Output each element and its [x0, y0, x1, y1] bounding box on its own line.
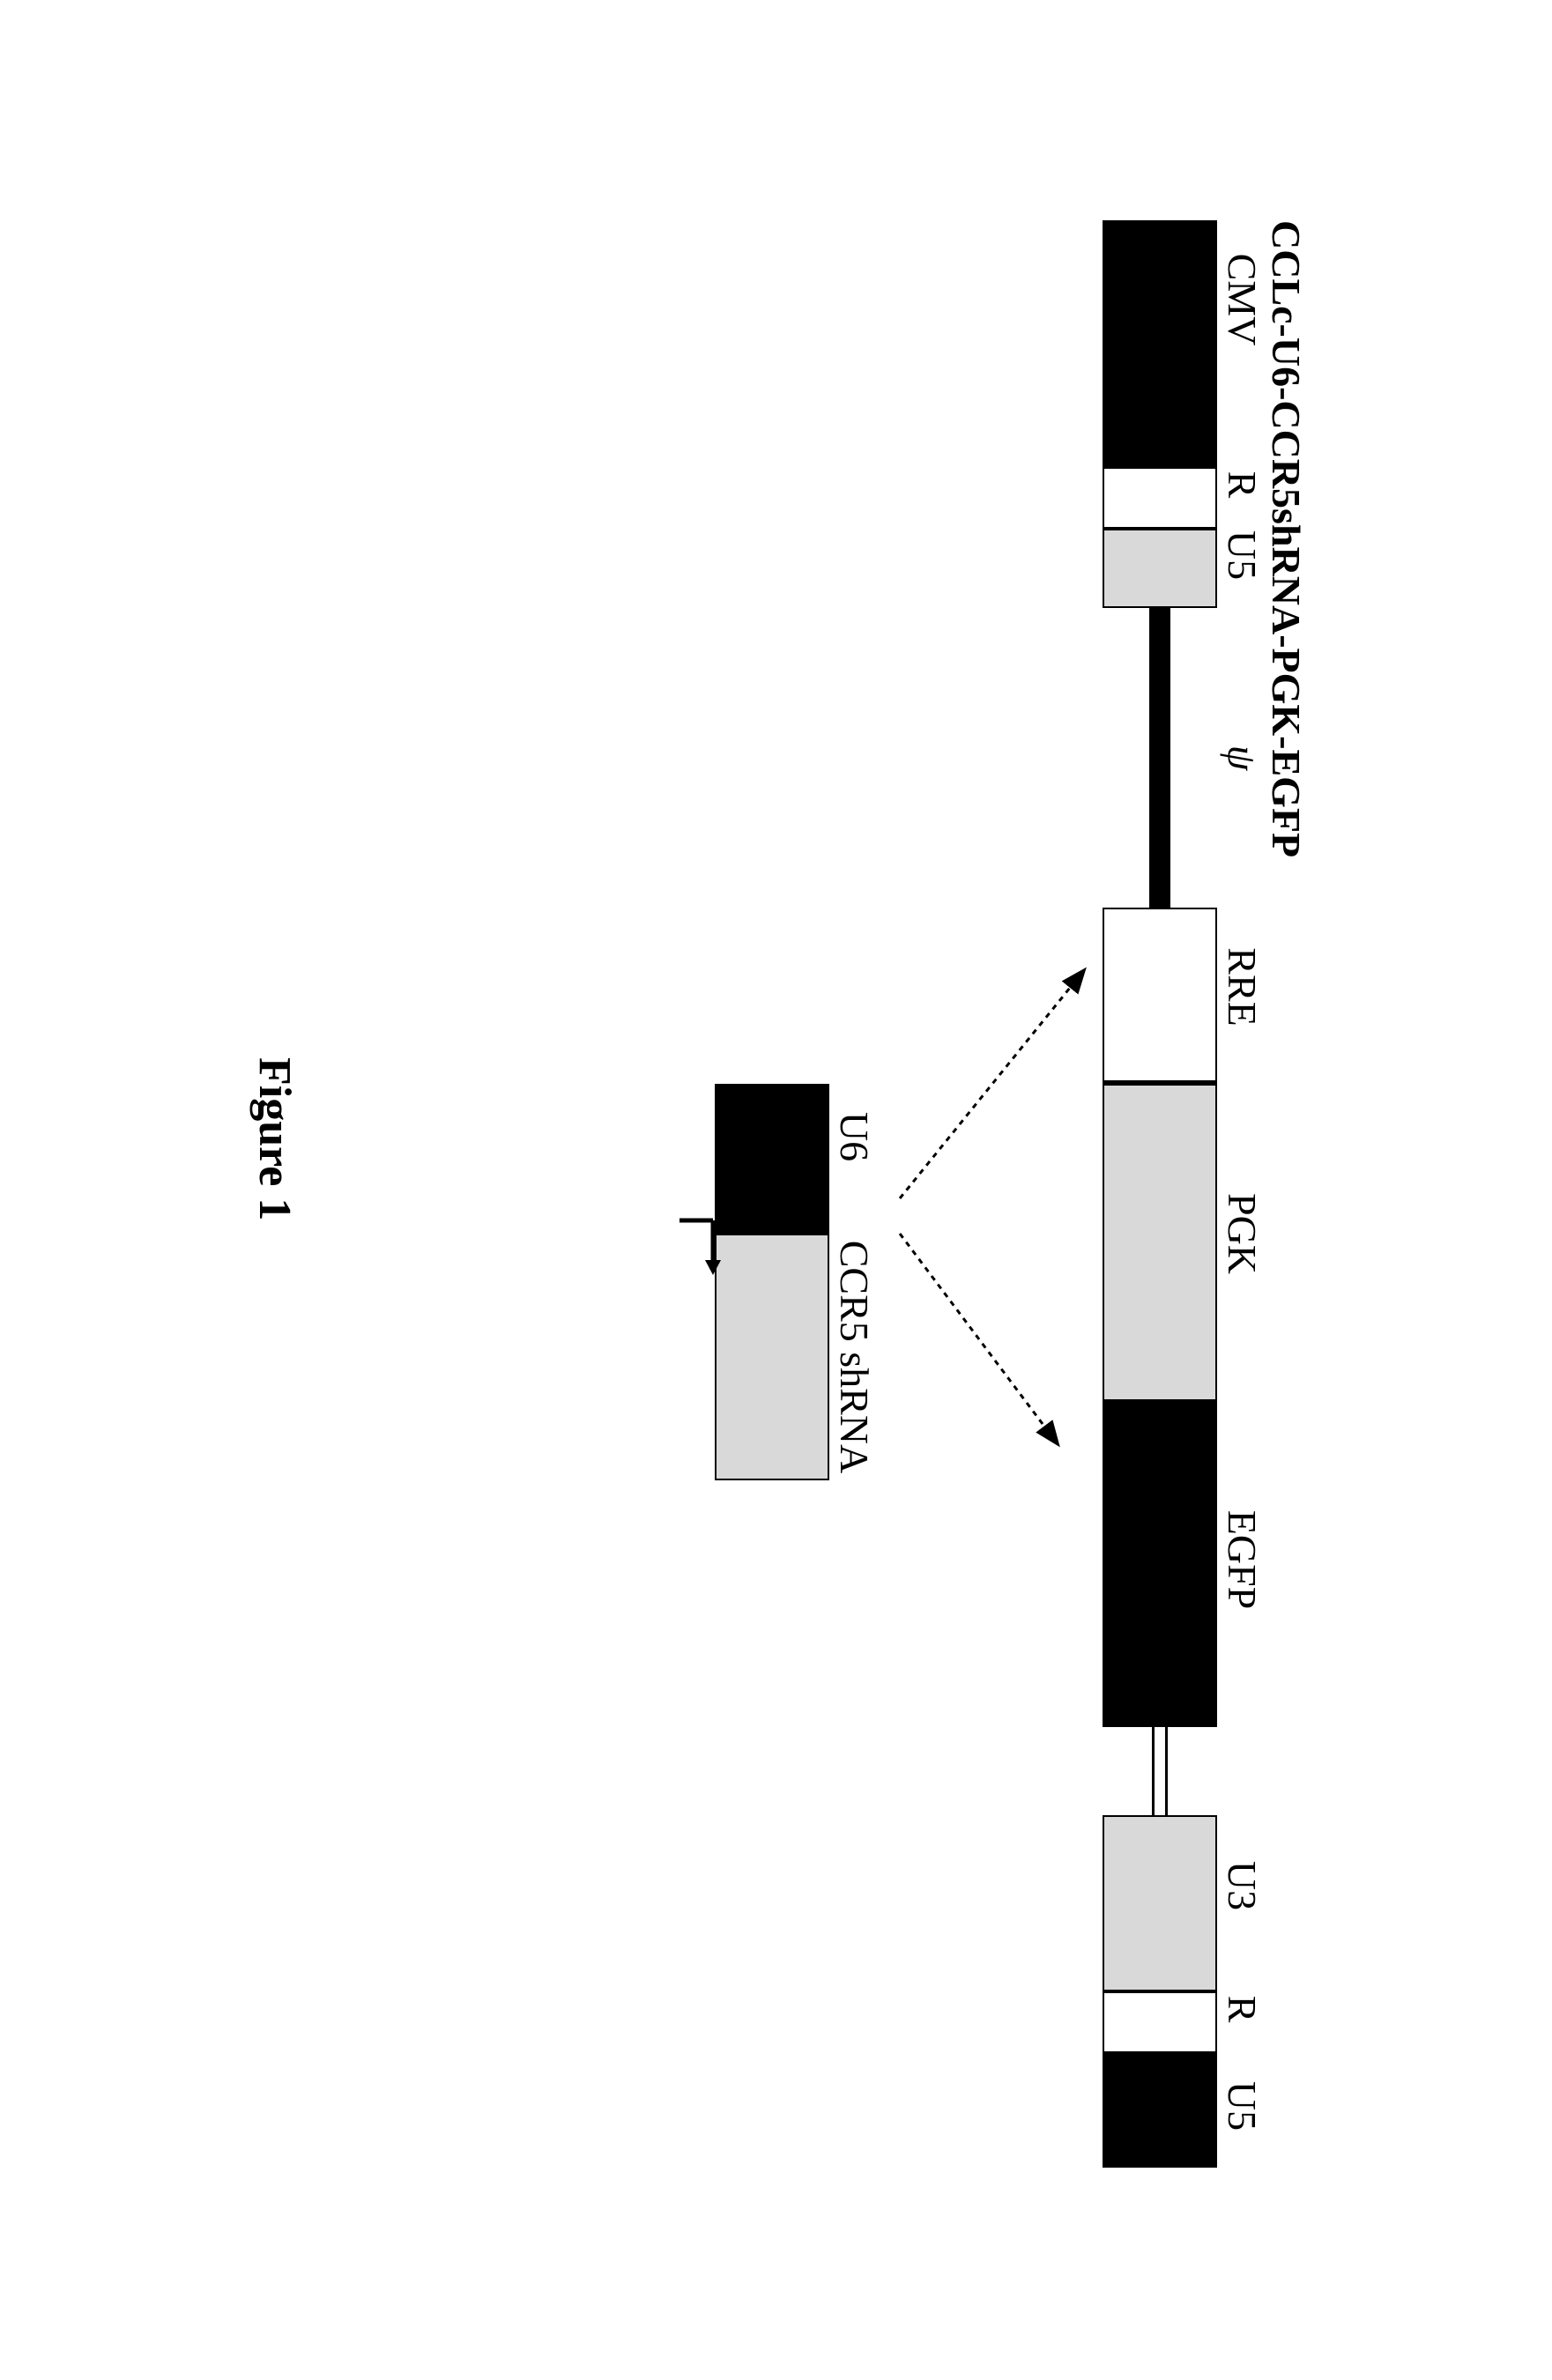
- block-u5-1: [1103, 529, 1217, 608]
- insertion-marker: [1103, 1080, 1217, 1083]
- double-line-connector: [1152, 1727, 1168, 1815]
- block-u5-2: [1103, 2053, 1217, 2168]
- block-pgk: [1103, 1084, 1217, 1401]
- psi-bar: [1149, 608, 1170, 908]
- figure-label: Figure 1: [249, 1057, 301, 1220]
- block-r1: [1103, 467, 1217, 529]
- block-u3: [1103, 1815, 1217, 1991]
- block-u6: [715, 1084, 829, 1234]
- label-u5-1: U5: [1219, 520, 1266, 590]
- label-u3: U3: [1219, 1842, 1266, 1930]
- diagram-canvas: CCLc-U6-CCR5shRNA-PGK-EGFP CMV R U5 ψ RR…: [0, 0, 1552, 2380]
- block-ccr5-shrna: [715, 1234, 829, 1480]
- block-rre: [1103, 908, 1217, 1084]
- label-cmv: CMV: [1219, 247, 1266, 352]
- promoter-arrow-icon: [671, 1194, 724, 1282]
- label-rre: RRE: [1219, 934, 1266, 1040]
- block-cmv: [1103, 220, 1217, 467]
- label-r1: R: [1219, 458, 1266, 511]
- label-egfp: EGFP: [1219, 1489, 1266, 1630]
- construct-title: CCLc-U6-CCR5shRNA-PGK-EGFP: [1263, 220, 1310, 857]
- label-psi: ψ: [1219, 731, 1266, 784]
- label-u6: U6: [831, 1084, 878, 1190]
- block-egfp: [1103, 1401, 1217, 1727]
- label-r2: R: [1219, 1983, 1266, 2035]
- block-r2: [1103, 1991, 1217, 2053]
- label-ccr5-shrna: CCR5 shRNA: [831, 1216, 878, 1498]
- label-u5-2: U5: [1219, 2062, 1266, 2150]
- label-pgk: PGK: [1219, 1181, 1266, 1286]
